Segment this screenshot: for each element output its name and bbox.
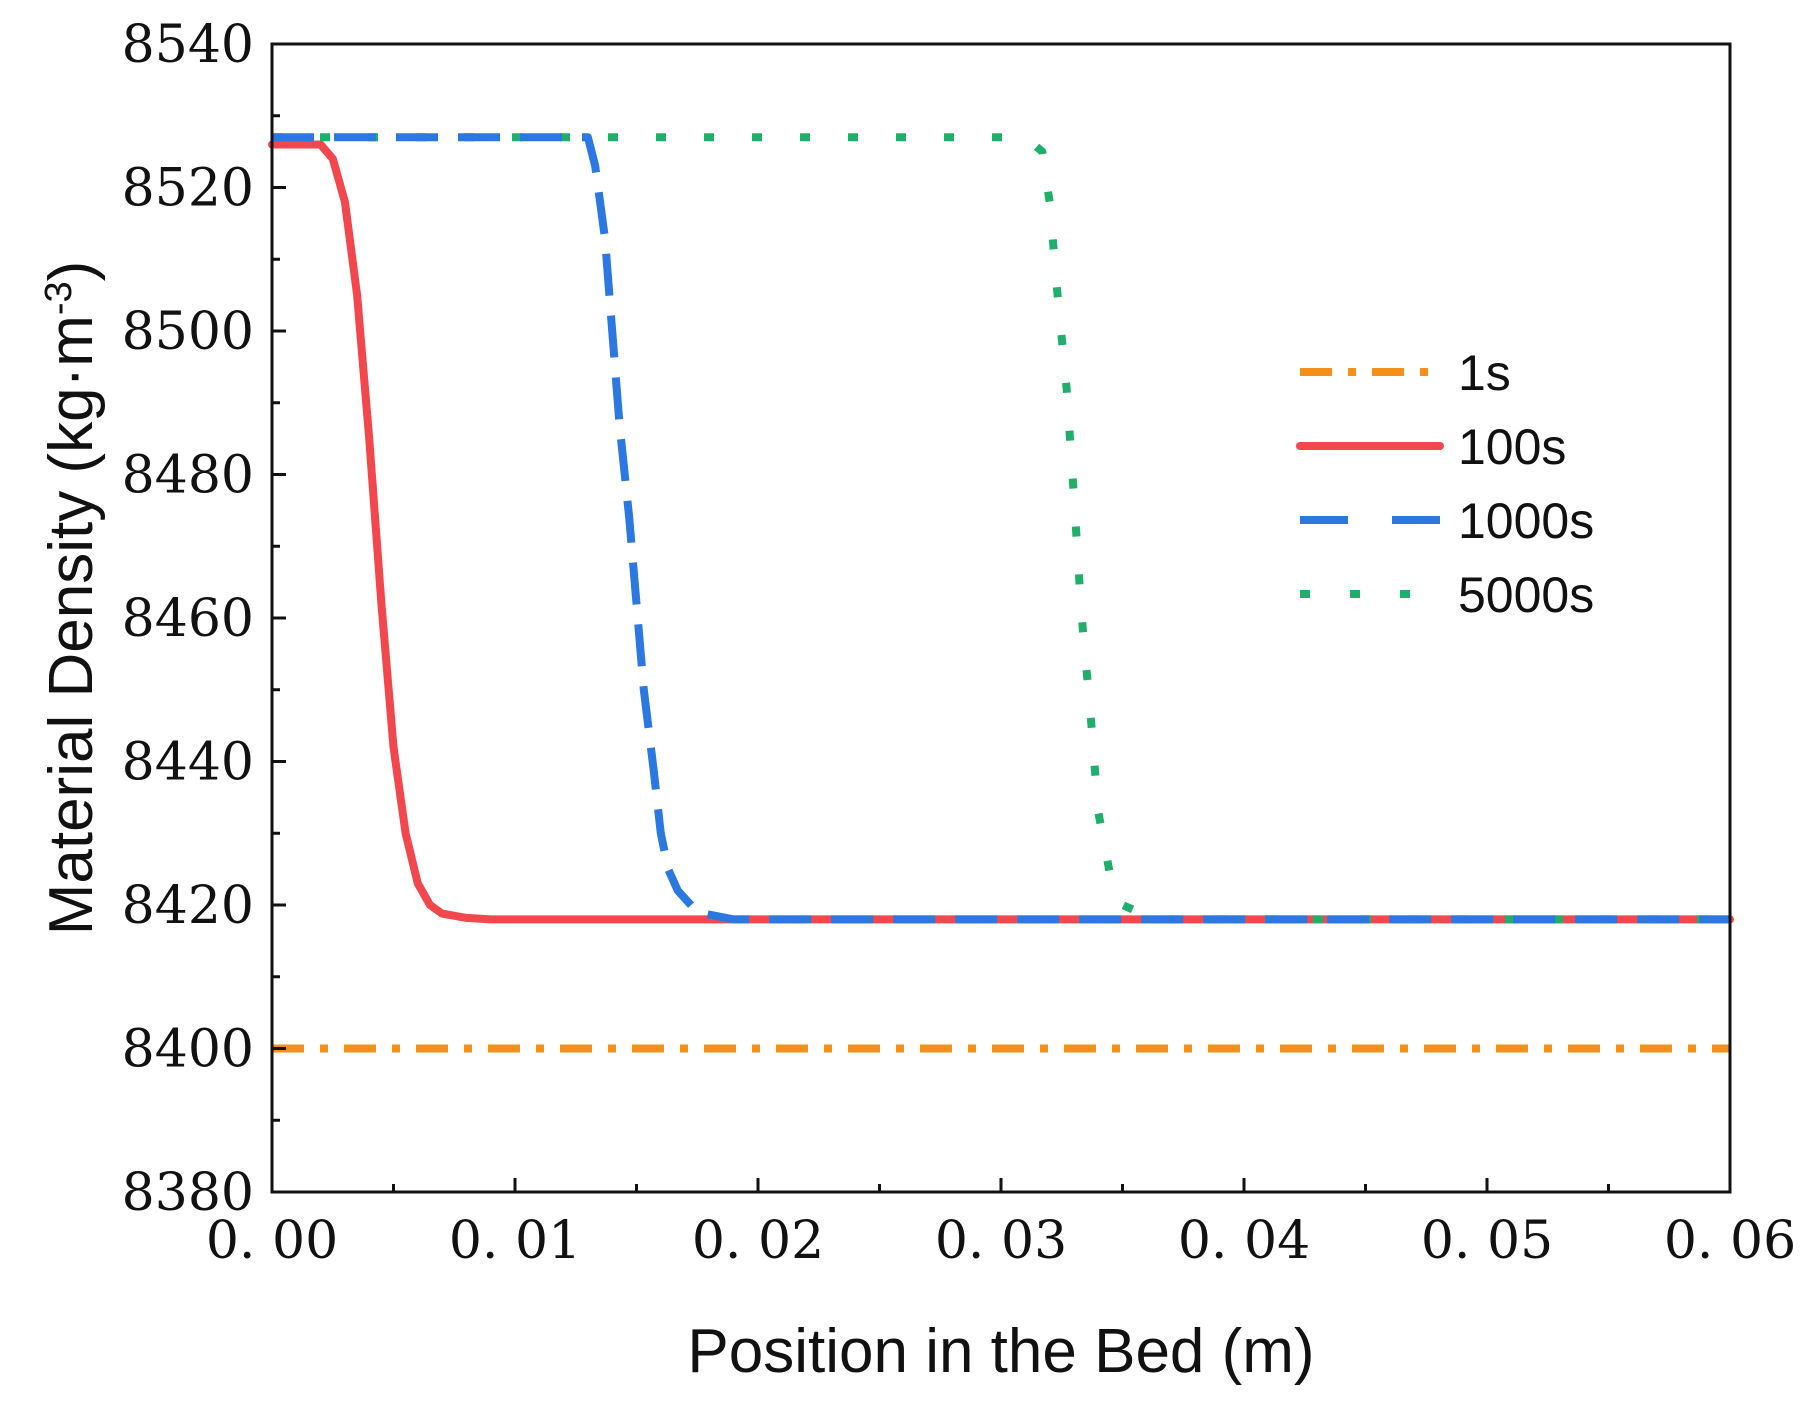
legend: 1s 100s 1000s 5000s [1296, 345, 1594, 623]
legend-label-100s: 100s [1458, 419, 1566, 475]
legend-label-1000s: 1000s [1458, 493, 1594, 549]
y-axis-title-superscript: -3 [38, 281, 80, 315]
tick-layer: 0. 00 0. 01 0. 02 0. 03 0. 04 0. 05 0. 06 8380 8… [122, 15, 1797, 1271]
x-tick-label: 0. 04 [1178, 1211, 1310, 1271]
y-tick-label: 8420 [122, 876, 254, 936]
x-tick-label: 0. 02 [692, 1211, 824, 1271]
legend-label-1s: 1s [1458, 345, 1511, 401]
x-tick-label: 0. 03 [935, 1211, 1067, 1271]
y-tick-label: 8460 [122, 589, 254, 649]
series-layer [268, 133, 1734, 1053]
y-tick-label: 8380 [122, 1163, 254, 1223]
x-tick-label: 0. 05 [1421, 1211, 1553, 1271]
legend-label-5000s: 5000s [1458, 567, 1594, 623]
y-tick-label: 8400 [122, 1020, 254, 1080]
y-axis-title-close: ) [37, 261, 106, 282]
x-tick-label: 0. 06 [1664, 1211, 1796, 1271]
y-tick-label: 8480 [122, 446, 254, 506]
x-tick-label: 0. 01 [449, 1211, 581, 1271]
x-axis-title: Position in the Bed (m) [687, 1317, 1314, 1386]
y-tick-label: 8540 [122, 15, 254, 75]
y-tick-label: 8440 [122, 733, 254, 793]
y-tick-label: 8520 [122, 159, 254, 219]
x-tick-label: 0. 00 [206, 1211, 338, 1271]
y-tick-label: 8500 [122, 302, 254, 362]
series-line-1000s [272, 133, 1730, 924]
y-axis-title: Material Density (kg·m-3) [37, 261, 106, 936]
y-axis-title-main: Material Density (kg·m [37, 315, 106, 935]
